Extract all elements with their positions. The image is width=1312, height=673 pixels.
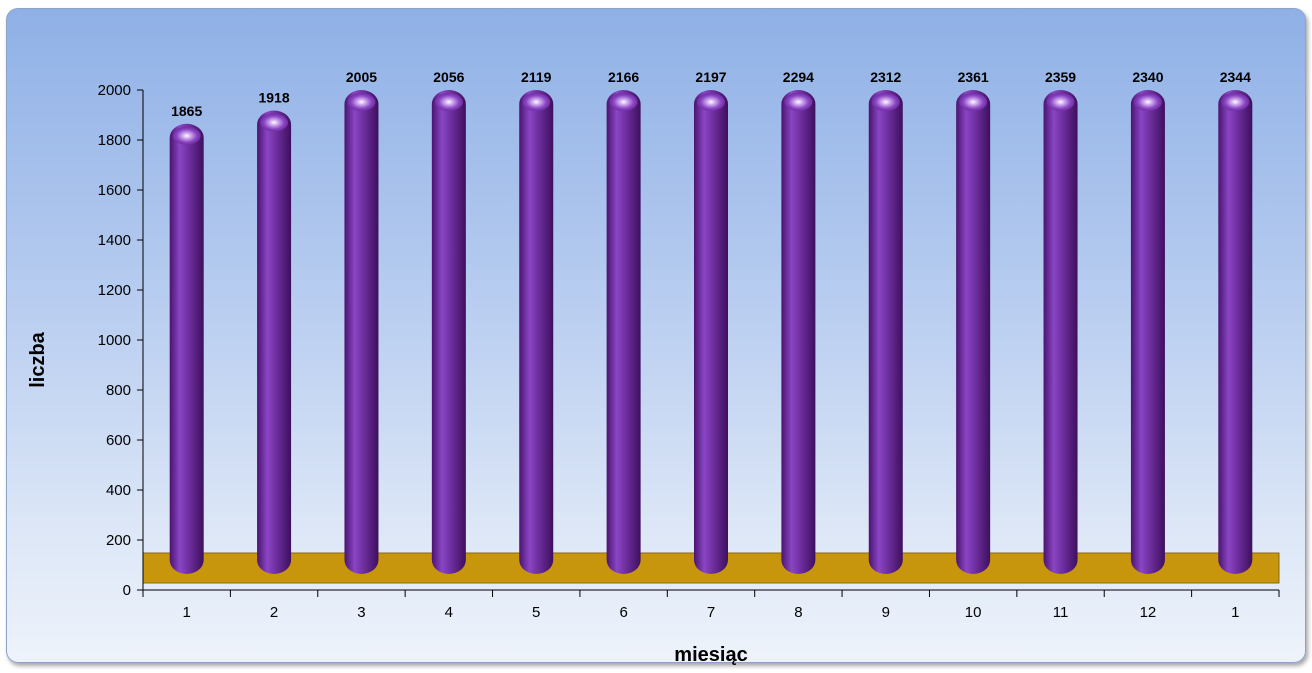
bar-body xyxy=(694,90,728,574)
bar-cap xyxy=(1221,93,1250,111)
bar-cap xyxy=(260,113,289,132)
data-label: 2056 xyxy=(433,69,464,85)
bar xyxy=(781,90,816,574)
data-label: 2119 xyxy=(521,69,552,85)
bar-body xyxy=(606,90,641,574)
bar-cap xyxy=(522,93,551,111)
data-label: 2359 xyxy=(1045,69,1076,85)
bar-body xyxy=(1130,90,1165,574)
bar xyxy=(1130,90,1165,574)
y-tick-label: 1600 xyxy=(98,182,131,199)
data-label: 2312 xyxy=(870,69,901,85)
y-tick-label: 1000 xyxy=(98,332,131,349)
data-label: 1865 xyxy=(171,103,202,119)
bar-cap xyxy=(959,93,988,111)
x-tick-label: 11 xyxy=(1053,604,1069,621)
data-label: 2361 xyxy=(958,69,989,85)
bars xyxy=(169,90,1253,574)
bar xyxy=(519,90,554,574)
bar xyxy=(956,90,991,574)
bar-body xyxy=(257,110,292,574)
bar-cap xyxy=(1046,93,1075,111)
bar xyxy=(1043,90,1078,574)
x-axis-title: miesiąc xyxy=(674,644,747,666)
bar xyxy=(257,110,292,574)
x-tick-label: 3 xyxy=(357,604,365,621)
data-label: 2344 xyxy=(1220,69,1251,85)
bar-body xyxy=(1218,90,1253,574)
x-tick-label: 6 xyxy=(619,604,627,621)
y-tick-label: 1800 xyxy=(98,132,131,149)
bar xyxy=(606,90,641,574)
bar-body xyxy=(431,90,466,574)
x-ticks: 1 2 3 4 5 6 7 8 9 10 11 12 1 xyxy=(142,590,1280,621)
bar xyxy=(694,90,728,574)
data-label: 2197 xyxy=(695,69,726,85)
bar-cap xyxy=(434,93,463,111)
data-label: 2166 xyxy=(608,69,639,85)
x-tick-label: 10 xyxy=(965,604,982,621)
bar-cap xyxy=(172,126,201,145)
y-tick-label: 0 xyxy=(123,582,131,599)
y-tick-label: 800 xyxy=(106,382,131,399)
bar-cap xyxy=(609,93,638,111)
bar-body xyxy=(956,90,991,574)
data-label: 1918 xyxy=(258,90,289,106)
bar-cap xyxy=(1133,93,1162,111)
x-tick-label: 8 xyxy=(794,604,802,621)
bar xyxy=(344,90,379,574)
bar-body xyxy=(169,123,204,574)
x-tick-label: 5 xyxy=(532,604,540,621)
data-label: 2340 xyxy=(1132,69,1163,85)
y-tick-label: 2000 xyxy=(98,82,131,99)
bar-cap xyxy=(347,93,376,111)
x-tick-label: 7 xyxy=(707,604,715,621)
bar-body xyxy=(519,90,554,574)
bar-cap xyxy=(871,93,900,111)
bar-body xyxy=(781,90,816,574)
bar-body xyxy=(344,90,379,574)
y-tick-label: 1200 xyxy=(98,282,131,299)
x-tick-label: 12 xyxy=(1140,604,1157,621)
y-axis-title: liczba xyxy=(27,331,49,387)
x-tick-label: 1 xyxy=(183,604,191,621)
y-ticks: 0 200 400 600 800 1000 1200 1400 1600 1800 2000 xyxy=(98,82,143,599)
bar xyxy=(431,90,466,574)
x-tick-label: 2 xyxy=(270,604,278,621)
bar xyxy=(169,123,204,574)
x-tick-label: 1 xyxy=(1231,604,1239,621)
bar-body xyxy=(1043,90,1078,574)
bar xyxy=(868,90,903,574)
data-label: 2005 xyxy=(346,69,377,85)
bar-body xyxy=(868,90,903,574)
x-tick-label: 9 xyxy=(882,604,890,621)
y-tick-label: 1400 xyxy=(98,232,131,249)
data-label: 2294 xyxy=(783,69,814,85)
data-labels: 1865 1918 2005 2056 2119 2166 2197 2294 2312 2361… xyxy=(171,69,1251,119)
bar-cap xyxy=(784,93,813,111)
x-tick-label: 4 xyxy=(445,604,453,621)
y-tick-label: 600 xyxy=(106,432,131,449)
bar xyxy=(1218,90,1253,574)
y-tick-label: 400 xyxy=(106,482,131,499)
y-tick-label: 200 xyxy=(106,532,131,549)
bar-cap xyxy=(697,93,725,111)
